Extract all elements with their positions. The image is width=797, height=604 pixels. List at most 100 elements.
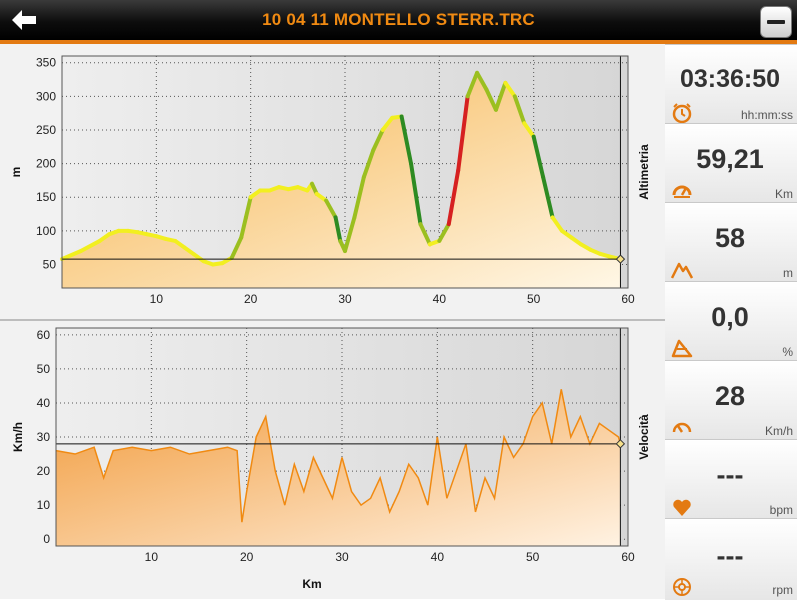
title-bar <box>0 0 797 40</box>
altitude-x-tick-label: 10 <box>150 292 164 306</box>
altitude-profile-segment <box>361 148 376 180</box>
speed-y-axis-label: Km/h <box>11 422 25 452</box>
speed-y-tick-label: 30 <box>37 430 51 444</box>
minus-icon <box>767 20 785 24</box>
stat-altitude[interactable]: 58 m <box>665 202 797 282</box>
stat-time-value: 03:36:50 <box>679 65 781 93</box>
altitude-y-axis-label: m <box>9 167 23 178</box>
altitude-profile-segment <box>239 215 248 240</box>
altitude-cursor-marker <box>615 254 626 264</box>
stats-panel: 03:36:50 hh:mm:ss 59,21 Km 58 m 0,0 % 28… <box>665 44 797 600</box>
speed-x-tick-label: 10 <box>145 550 159 564</box>
speed-x-tick-label: 60 <box>621 550 635 564</box>
speed-frame <box>55 327 629 547</box>
altitude-profile-segment <box>531 134 546 180</box>
stat-cadence-unit: rpm <box>772 583 793 597</box>
stat-distance[interactable]: 59,21 Km <box>665 123 797 203</box>
altitude-profile-segment <box>399 114 414 166</box>
altitude-frame <box>61 55 629 289</box>
altitude-y-tick-label: 350 <box>36 56 56 70</box>
altitude-profile-segment <box>371 127 385 153</box>
altitude-y-tick-label: 50 <box>43 257 57 271</box>
heart-icon <box>671 497 693 519</box>
altitude-y-tick-label: 200 <box>36 157 56 171</box>
speed-gauge-icon <box>671 416 693 438</box>
stat-heart-rate-unit: bpm <box>769 503 793 517</box>
menu-button[interactable] <box>760 6 792 38</box>
altitude-profile-segment <box>465 70 480 99</box>
altitude-profile-segment <box>418 222 432 247</box>
speed-y-tick-label: 10 <box>37 498 51 512</box>
speed-trace <box>55 389 622 523</box>
altitude-area <box>62 72 621 289</box>
stat-time[interactable]: 03:36:50 hh:mm:ss <box>665 44 797 124</box>
speed-side-label: Velocità <box>637 414 651 460</box>
altitude-profile-segment <box>352 175 366 220</box>
speed-area <box>56 389 621 546</box>
stat-slope-value: 0,0 <box>711 302 749 332</box>
altitude-profile-segment <box>550 215 564 233</box>
speed-x-axis-label: Km <box>302 577 321 591</box>
speed-x-tick-label: 20 <box>240 550 254 564</box>
altitude-profile-segment <box>437 222 451 243</box>
altitude-profile-segment <box>324 198 338 220</box>
altitude-x-tick-label: 60 <box>621 292 635 306</box>
altitude-profile-segment <box>484 87 498 112</box>
slope-icon <box>671 337 693 359</box>
altitude-profile-segment <box>475 70 489 92</box>
stat-heart-rate-value: --- <box>716 460 744 490</box>
altitude-y-tick-label: 300 <box>36 89 56 103</box>
back-button[interactable] <box>8 6 40 34</box>
altitude-y-tick-label: 150 <box>36 190 56 204</box>
altitude-profile-segment <box>512 94 527 126</box>
altitude-profile-segment <box>493 80 508 112</box>
clock-icon <box>671 102 693 124</box>
altitude-x-tick-label: 30 <box>338 292 352 306</box>
speed-x-tick-label: 50 <box>526 550 540 564</box>
cadence-icon <box>671 576 693 598</box>
stat-cadence[interactable]: --- rpm <box>665 518 797 600</box>
stat-cadence-value: --- <box>716 541 744 571</box>
mountain-icon <box>670 258 694 280</box>
speed-y-tick-label: 20 <box>37 464 51 478</box>
altitude-y-tick-label: 100 <box>36 224 56 238</box>
charts-area: 50 100 150 200 250 300 350 10 20 30 40 50 60 m Altimet… <box>0 44 665 599</box>
speed-cursor-marker <box>615 439 626 449</box>
stat-heart-rate[interactable]: --- bpm <box>665 439 797 519</box>
title-bar-underline <box>0 40 797 44</box>
speed-x-tick-label: 30 <box>335 550 349 564</box>
altitude-profile-segment <box>541 175 555 220</box>
stat-speed-value: 28 <box>714 381 746 411</box>
stat-altitude-value: 58 <box>714 223 746 253</box>
stat-speed[interactable]: 28 Km/h <box>665 360 797 440</box>
altitude-profile-segment <box>456 94 470 173</box>
altitude-profile-segment <box>60 249 83 262</box>
stat-distance-value: 59,21 <box>696 144 764 174</box>
altitude-profile-segment <box>243 195 253 220</box>
altitude-profile-segment <box>333 215 343 243</box>
altitude-profile-segment <box>343 215 357 254</box>
speed-y-tick-label: 50 <box>37 362 51 376</box>
altitude-side-label: Altimetria <box>637 144 651 200</box>
speed-y-tick-label: 40 <box>37 396 51 410</box>
altitude-profile-segment <box>78 238 102 254</box>
back-arrow-icon <box>12 10 36 30</box>
stat-altitude-unit: m <box>783 266 793 280</box>
altitude-y-tick-label: 250 <box>36 123 56 137</box>
speed-y-tick-label: 60 <box>37 328 51 342</box>
altitude-profile-segment <box>409 161 423 227</box>
altitude-profile-segment <box>503 80 517 99</box>
altitude-x-tick-label: 40 <box>433 292 447 306</box>
stat-speed-unit: Km/h <box>764 424 793 438</box>
altitude-x-tick-label: 50 <box>527 292 541 306</box>
charts-svg[interactable]: 50 100 150 200 250 300 350 10 20 30 40 50 60 m Altimet… <box>0 44 665 599</box>
altitude-profile-segment <box>380 115 395 132</box>
stat-time-unit: hh:mm:ss <box>740 108 793 122</box>
stat-slope-unit: % <box>782 345 793 359</box>
stat-slope[interactable]: 0,0 % <box>665 281 797 361</box>
speedometer-icon <box>671 179 693 201</box>
file-title: 10 04 11 MONTELLO STERR.TRC <box>262 10 535 29</box>
altitude-x-tick-label: 20 <box>244 292 258 306</box>
altitude-profile-segment <box>446 168 461 227</box>
altitude-profile-segment <box>229 235 244 260</box>
